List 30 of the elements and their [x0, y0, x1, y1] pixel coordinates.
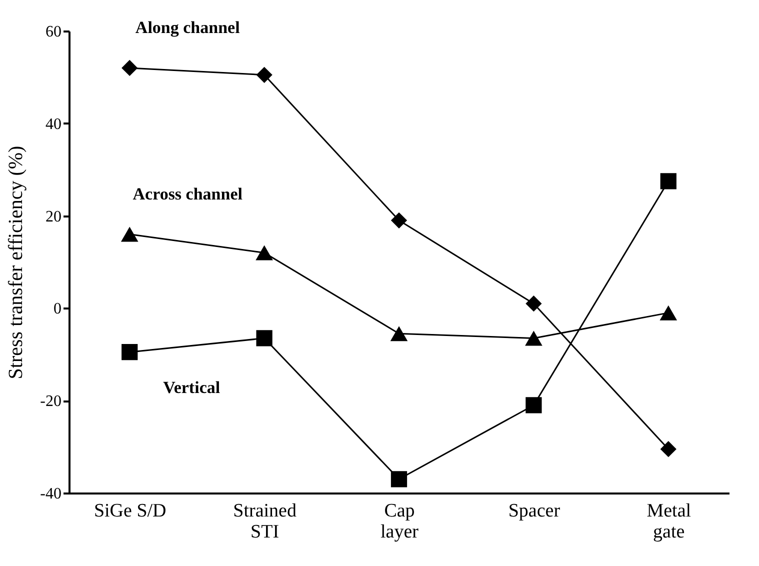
- y-tick-label: -20: [40, 393, 62, 410]
- point: [660, 441, 676, 458]
- series-label: Vertical: [163, 378, 220, 398]
- x-tick-label: Spacer: [508, 500, 561, 522]
- y-tick-label: 0: [54, 300, 62, 318]
- y-axis-title: Stress transfer efficiency (%): [5, 146, 28, 380]
- series-label: Across channel: [132, 184, 243, 204]
- y-tick-label: 60: [46, 24, 62, 40]
- x-tick-label: SiGe S/D: [94, 500, 166, 522]
- point: [256, 330, 272, 346]
- point: [122, 344, 138, 360]
- point: [256, 245, 273, 260]
- x-tick-label: Strained STI: [233, 500, 297, 542]
- point: [256, 66, 272, 83]
- x-tick-label: Cap layer: [380, 500, 420, 542]
- point: [526, 296, 542, 312]
- point: [660, 305, 678, 320]
- y-tick-label: 40: [46, 116, 62, 133]
- x-tick-label: Metal gate: [646, 500, 692, 542]
- point: [660, 173, 676, 190]
- point: [525, 330, 542, 346]
- point: [390, 212, 408, 228]
- point: [390, 326, 408, 342]
- point: [526, 397, 542, 414]
- series-label: Along channel: [135, 18, 240, 37]
- y-tick-label: -40: [40, 486, 62, 502]
- point: [122, 60, 138, 76]
- point: [390, 471, 408, 488]
- point: [120, 226, 138, 242]
- y-tick-label: 20: [46, 208, 62, 226]
